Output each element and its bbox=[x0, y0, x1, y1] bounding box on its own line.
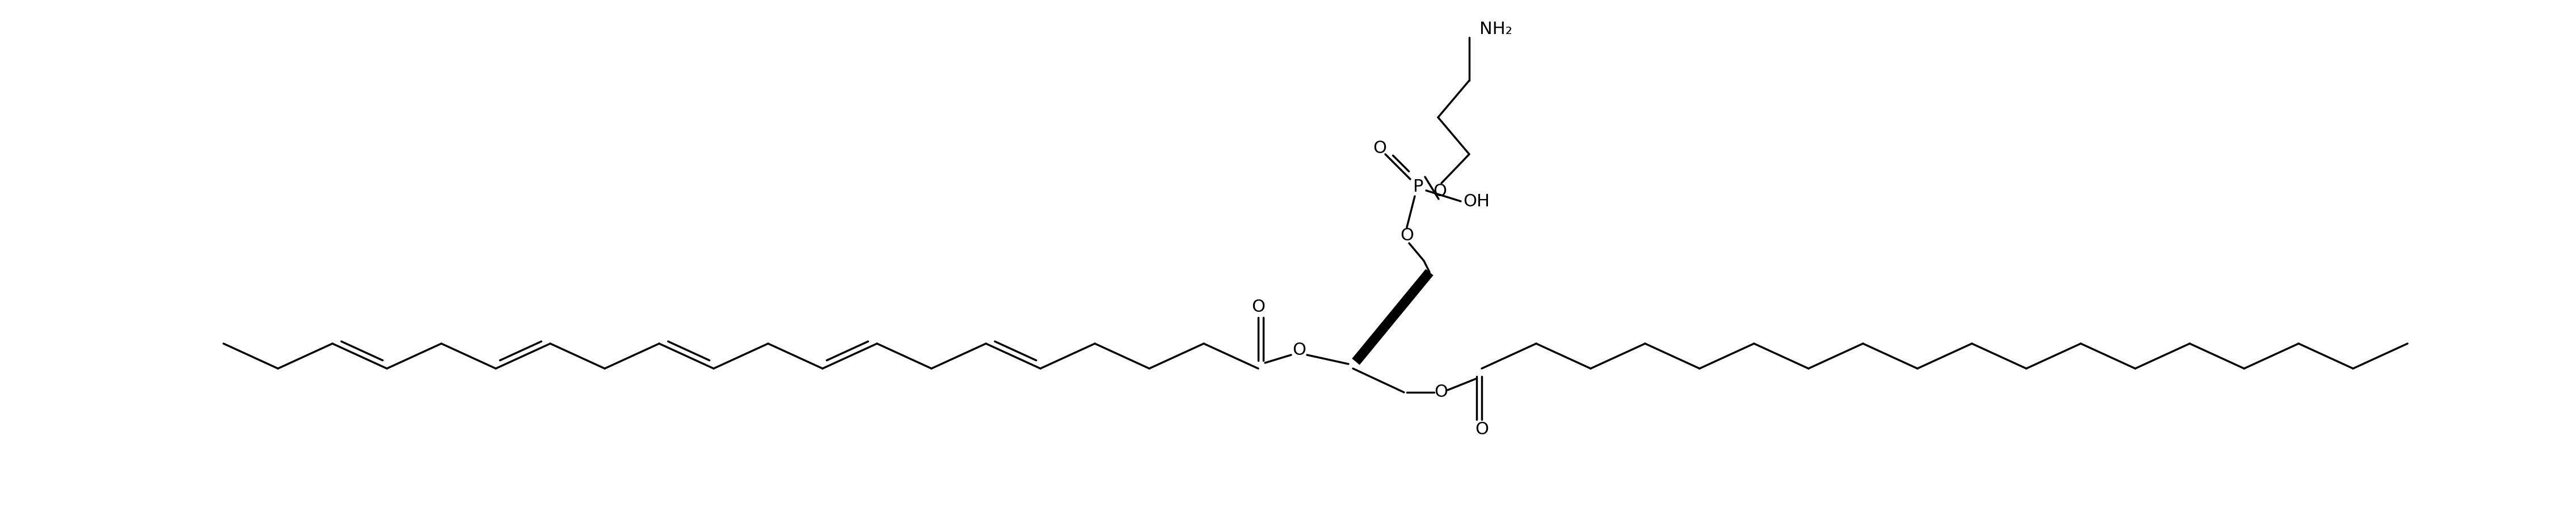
Text: O: O bbox=[1476, 422, 1489, 438]
Text: NH₂: NH₂ bbox=[1479, 21, 1512, 38]
Text: OH: OH bbox=[1463, 193, 1489, 209]
Text: O: O bbox=[1435, 384, 1448, 401]
Text: O: O bbox=[1432, 183, 1448, 199]
Text: O: O bbox=[1293, 342, 1306, 359]
Text: O: O bbox=[1252, 299, 1265, 316]
Text: O: O bbox=[1373, 140, 1386, 157]
Text: P: P bbox=[1414, 179, 1425, 195]
Text: O: O bbox=[1399, 227, 1414, 244]
